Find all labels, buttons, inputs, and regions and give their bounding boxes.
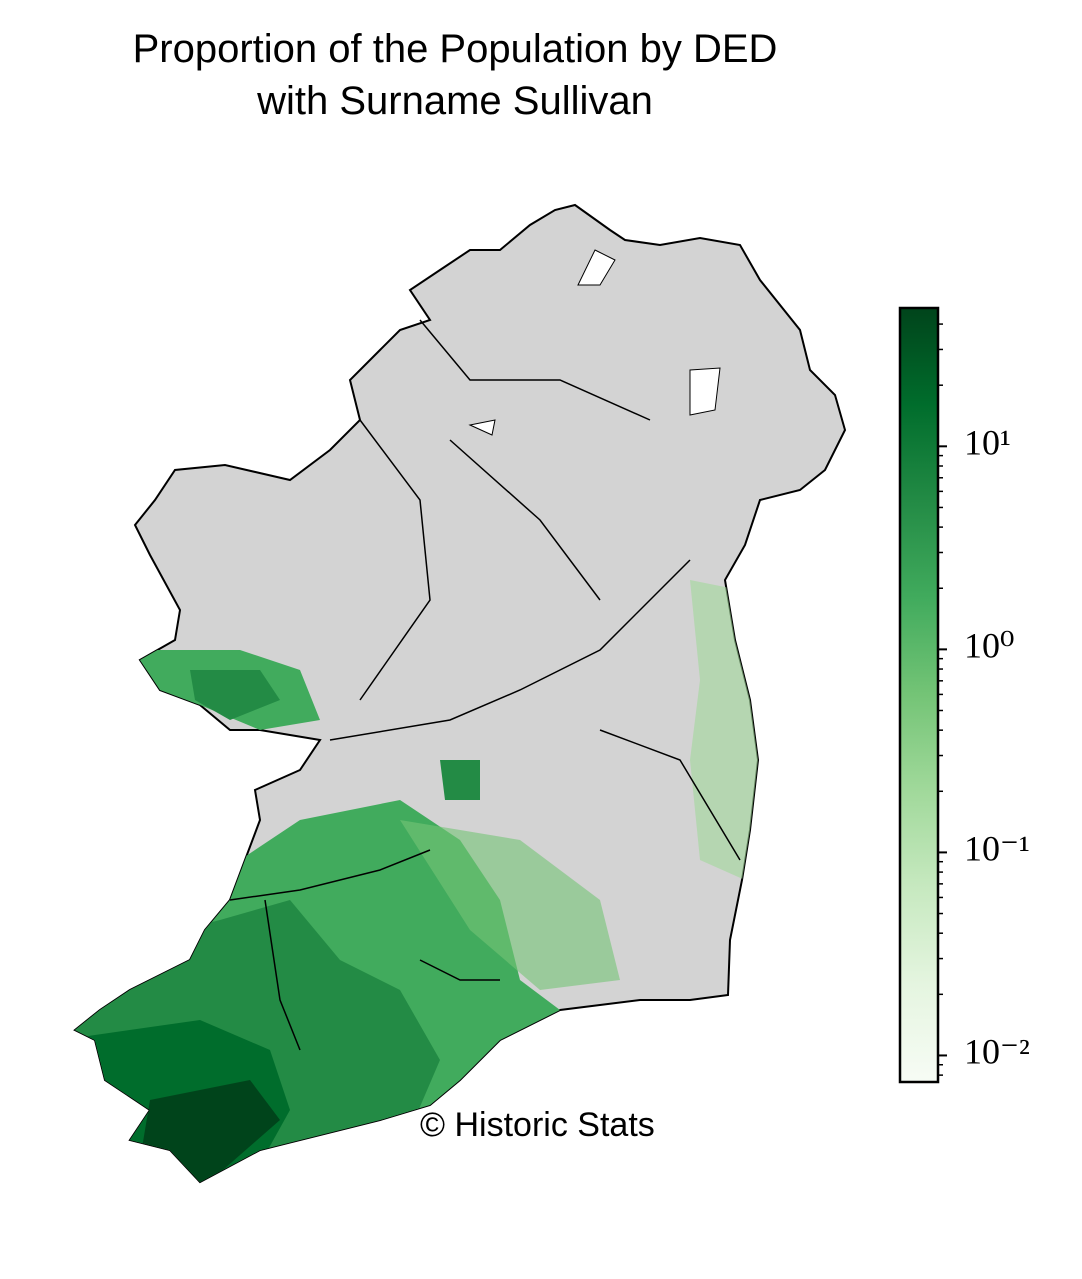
tick-label: 10⁻¹ xyxy=(964,829,1030,869)
map-title-line: with Surname Sullivan xyxy=(256,79,653,123)
tick-label: 10⁻² xyxy=(964,1032,1030,1072)
colorbar: 10⁻² 10⁻¹ 10⁰ 10¹ xyxy=(898,306,1030,1084)
region xyxy=(440,760,480,800)
tick-label: 10⁰ xyxy=(964,626,1014,666)
region xyxy=(190,670,280,720)
lakes xyxy=(468,249,721,436)
map xyxy=(74,204,846,1183)
tick-label: 10¹ xyxy=(964,423,1011,463)
colorbar-fill xyxy=(898,306,940,1084)
map-title-line: Proportion of the Population by DED xyxy=(133,27,778,71)
county-boundaries xyxy=(229,319,741,1051)
credit: © Historic Stats xyxy=(420,1106,655,1144)
region xyxy=(400,820,620,990)
